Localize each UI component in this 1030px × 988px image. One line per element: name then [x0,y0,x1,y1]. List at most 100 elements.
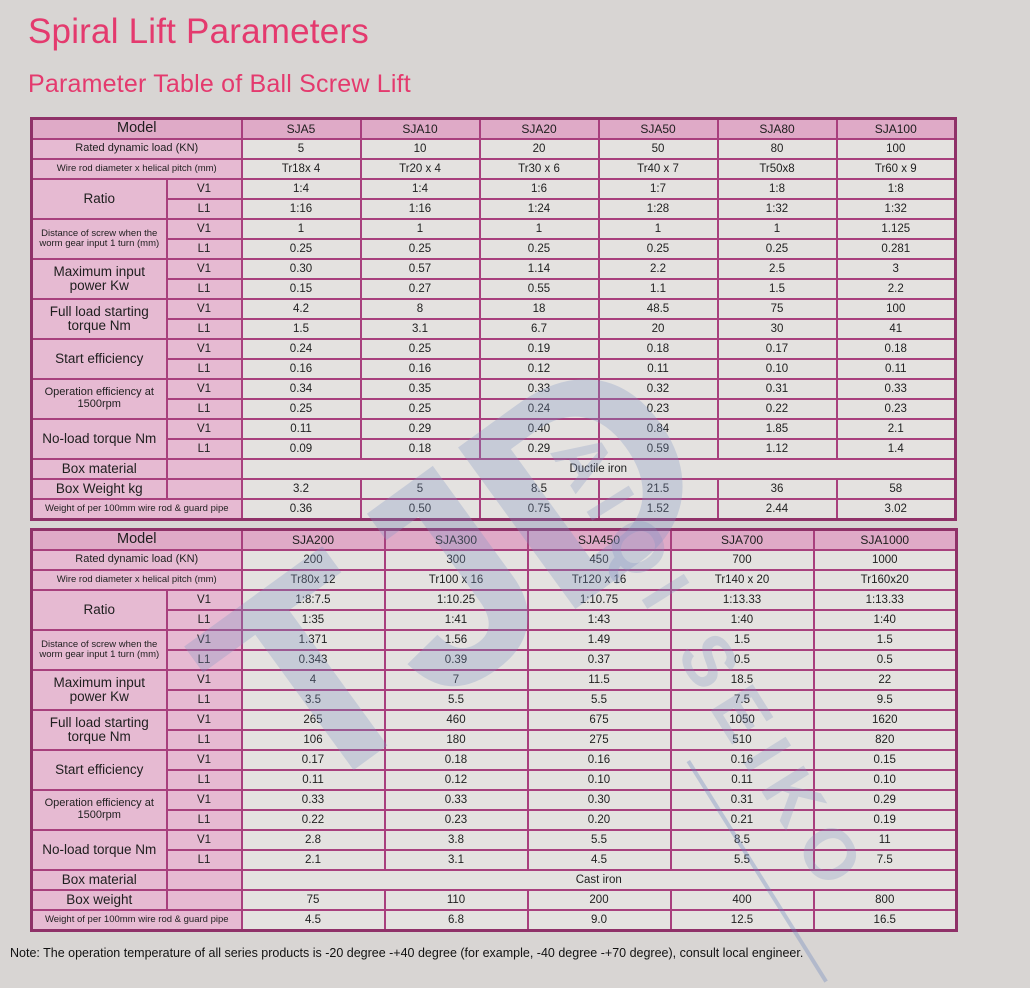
value-cell: 0.11 [597,358,719,380]
model-header-sja100: SJA100 [835,117,957,140]
parameter-table-2: Model SJA200 SJA300 SJA450 SJA700 SJA1000 Rate… [30,528,958,932]
value-cell: 0.34 [240,378,362,400]
value-cell: 0.37 [526,649,672,671]
value-cell: 0.17 [716,338,838,360]
value-cell: 18 [478,298,600,320]
value-cell: 0.35 [359,378,481,400]
value-cell: 1:32 [716,198,838,220]
sub-label-v1: V1 [165,258,243,280]
value-cell: 2.1 [240,849,386,871]
row-label: Weight of per 100mm wire rod & guard pip… [30,909,243,932]
value-cell: 6.8 [383,909,529,932]
value-cell: 106 [240,729,386,751]
value-cell: 0.57 [359,258,481,280]
value-cell: Tr40 x 7 [597,158,719,180]
value-cell: Tr160x20 [812,569,958,591]
sub-label-empty [165,458,243,480]
value-cell: 1:7 [597,178,719,200]
table-row: Full load starting torque Nm V1 4.2 8 18 48.5… [30,298,957,340]
value-cell: 1:4 [240,178,362,200]
value-cell: 400 [669,889,815,911]
value-cell: 1050 [669,709,815,731]
row-label: Rated dynamic load (KN) [30,138,243,160]
table-row: Full load starting torque Nm V1 265 460 675 1… [30,709,958,751]
value-cell: 1.1 [597,278,719,300]
row-label: Maximum input power Kw [30,669,168,711]
value-cell: 200 [240,549,386,571]
value-cell: 2.2 [835,278,957,300]
value-cell: 0.12 [383,769,529,791]
value-cell: Tr18x 4 [240,158,362,180]
value-cell: 0.11 [240,769,386,791]
value-cell: 1:6 [478,178,600,200]
value-cell: Tr140 x 20 [669,569,815,591]
value-cell: 1:32 [835,198,957,220]
value-cell: 510 [669,729,815,751]
value-cell: 1 [597,218,719,240]
value-cell: 0.25 [359,338,481,360]
row-label: Box weight [30,889,168,911]
sub-label-l1: L1 [165,198,243,220]
model-header-label: Model [30,117,243,140]
value-cell: 0.22 [716,398,838,420]
value-cell: Tr60 x 9 [835,158,957,180]
value-cell: 10 [359,138,481,160]
value-cell: 0.15 [812,749,958,771]
sub-label-v1: V1 [165,749,243,771]
value-cell: 3.02 [835,498,957,521]
value-cell: Tr30 x 6 [478,158,600,180]
value-cell: 700 [669,549,815,571]
value-cell: 0.5 [812,649,958,671]
value-cell: 0.22 [240,809,386,831]
value-cell: 1:16 [359,198,481,220]
row-label: No-load torque Nm [30,829,168,871]
value-cell: 0.36 [240,498,362,521]
value-cell: 0.24 [478,398,600,420]
model-header-sja1000: SJA1000 [812,528,958,551]
value-cell: 1:8 [835,178,957,200]
value-cell: 1:8 [716,178,838,200]
sub-label-v1: V1 [165,629,243,651]
table-row: Box Weight kg 3.2 5 8.5 21.5 36 58 [30,478,957,500]
value-cell: 0.23 [835,398,957,420]
sub-label-l1: L1 [165,689,243,711]
row-label: Start efficiency [30,338,168,380]
table-row: Start efficiency V1 0.24 0.25 0.19 0.18 0.17 0.… [30,338,957,380]
value-cell: 0.21 [669,809,815,831]
model-header-label: Model [30,528,243,551]
sub-label-v1: V1 [165,298,243,320]
value-cell: Tr80x 12 [240,569,386,591]
table-row: Distance of screw when the worm gear inp… [30,629,958,671]
table-row: L1 0.15 0.27 0.55 1.1 1.5 2.2 [32,278,957,300]
row-label: Box material [30,869,168,891]
sub-label-l1: L1 [165,398,243,420]
value-cell: 1.5 [812,629,958,651]
value-cell: Tr20 x 4 [359,158,481,180]
value-cell: 4.5 [240,909,386,932]
value-cell: 21.5 [597,478,719,500]
value-cell: 0.18 [597,338,719,360]
sub-label-v1: V1 [165,418,243,440]
value-cell: 1:40 [669,609,815,631]
table-row: Ratio V1 1:4 1:4 1:6 1:7 1:8 1:8 [30,178,957,220]
value-cell: 0.11 [835,358,957,380]
value-cell: 0.25 [359,238,481,260]
value-cell: 8.5 [669,829,815,851]
value-cell-span: Cast iron [240,869,958,891]
value-cell: Tr50x8 [716,158,838,180]
value-cell: 9.0 [526,909,672,932]
value-cell: 1:40 [812,609,958,631]
sub-label-l1: L1 [165,769,243,791]
value-cell: 0.50 [359,498,481,521]
value-cell: 75 [716,298,838,320]
value-cell: 0.16 [240,358,362,380]
value-cell: 1.49 [526,629,672,651]
value-cell: 820 [812,729,958,751]
value-cell: 2.44 [716,498,838,521]
value-cell: 1:10.25 [383,589,529,611]
value-cell: 0.12 [478,358,600,380]
value-cell: 110 [383,889,529,911]
value-cell: 5 [359,478,481,500]
value-cell: 2.1 [835,418,957,440]
value-cell: 1.12 [716,438,838,460]
